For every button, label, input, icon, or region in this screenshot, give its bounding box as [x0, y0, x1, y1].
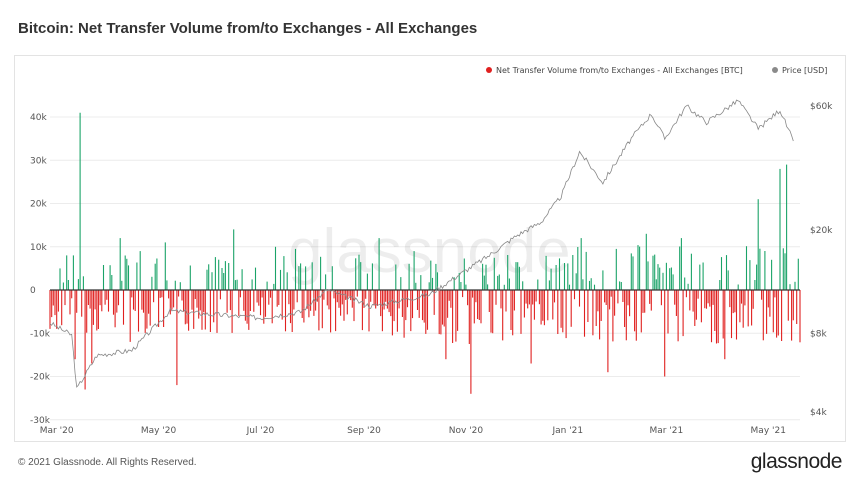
left-y-axis: 40k 30k 20k 10k 0 -10k -20k -30k: [30, 113, 51, 426]
right-y-axis: $60k $20k $8k $4k: [810, 102, 833, 418]
x-tick-label: Mar '21: [649, 426, 683, 436]
x-tick-label: Mar '20: [40, 426, 74, 436]
legend-item-net-transfer[interactable]: Net Transfer Volume from/to Exchanges - …: [486, 66, 743, 75]
legend-marker: [772, 67, 778, 73]
left-tick-label: 0: [30, 286, 36, 296]
left-tick-label: 30k: [30, 156, 47, 166]
legend[interactable]: Net Transfer Volume from/to Exchanges - …: [486, 66, 827, 75]
chart-title: Bitcoin: Net Transfer Volume from/to Exc…: [18, 20, 478, 37]
chart-panel: [14, 55, 846, 442]
grid-lines: [50, 116, 800, 421]
x-tick-label: May '21: [751, 426, 786, 436]
legend-label: Price [USD]: [782, 66, 827, 75]
x-tick-label: Nov '20: [449, 426, 484, 436]
x-tick-label: Jan '21: [551, 426, 583, 436]
x-tick-label: Jul '20: [246, 426, 275, 436]
left-tick-label: 10k: [30, 243, 47, 253]
x-tick-label: Sep '20: [347, 426, 381, 436]
right-tick-label: $4k: [810, 408, 827, 418]
right-tick-label: $8k: [810, 330, 827, 340]
copyright-text: © 2021 Glassnode. All Rights Reserved.: [18, 457, 197, 468]
x-axis: Mar '20 May '20 Jul '20 Sep '20 Nov '20 Jan '…: [40, 426, 786, 436]
x-tick-label: May '20: [141, 426, 177, 436]
legend-marker: [486, 67, 492, 73]
net-transfer-bars: [49, 112, 801, 394]
legend-item-price[interactable]: Price [USD]: [772, 66, 827, 75]
left-tick-label: 20k: [30, 200, 47, 210]
legend-label: Net Transfer Volume from/to Exchanges - …: [496, 66, 743, 75]
watermark: glassnode: [288, 217, 571, 286]
price-line: [49, 99, 794, 388]
left-tick-label: -10k: [30, 329, 51, 339]
left-tick-label: 40k: [30, 113, 47, 123]
price-line-group: [49, 99, 794, 388]
left-tick-label: -30k: [30, 416, 51, 426]
right-tick-label: $20k: [810, 226, 833, 236]
left-tick-label: -20k: [30, 373, 51, 383]
right-tick-label: $60k: [810, 102, 833, 112]
glassnode-logo: glassnode: [750, 450, 843, 473]
